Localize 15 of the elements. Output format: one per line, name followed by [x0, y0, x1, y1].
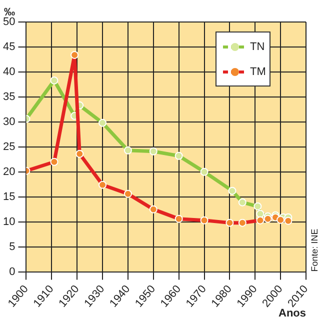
y-tick-label: 40: [2, 66, 16, 78]
legend-label: TN: [250, 41, 265, 54]
y-tick-label: 30: [2, 116, 16, 128]
y-tick-label: 0: [9, 266, 16, 278]
x-axis-title: Anos: [278, 308, 306, 320]
legend-label: TM: [250, 66, 266, 78]
y-tick-label: 5: [9, 240, 16, 253]
y-tick-label: 25: [2, 140, 16, 153]
y-tick-label: 50: [2, 16, 16, 28]
y-tick-label: 20: [2, 166, 16, 178]
y-tick-label: 10: [2, 216, 16, 228]
y-tick-label: 35: [2, 90, 16, 103]
source-note: Fonte: INE: [309, 228, 320, 272]
y-tick-label: 45: [2, 41, 16, 54]
y-tick-label: 15: [2, 190, 16, 203]
